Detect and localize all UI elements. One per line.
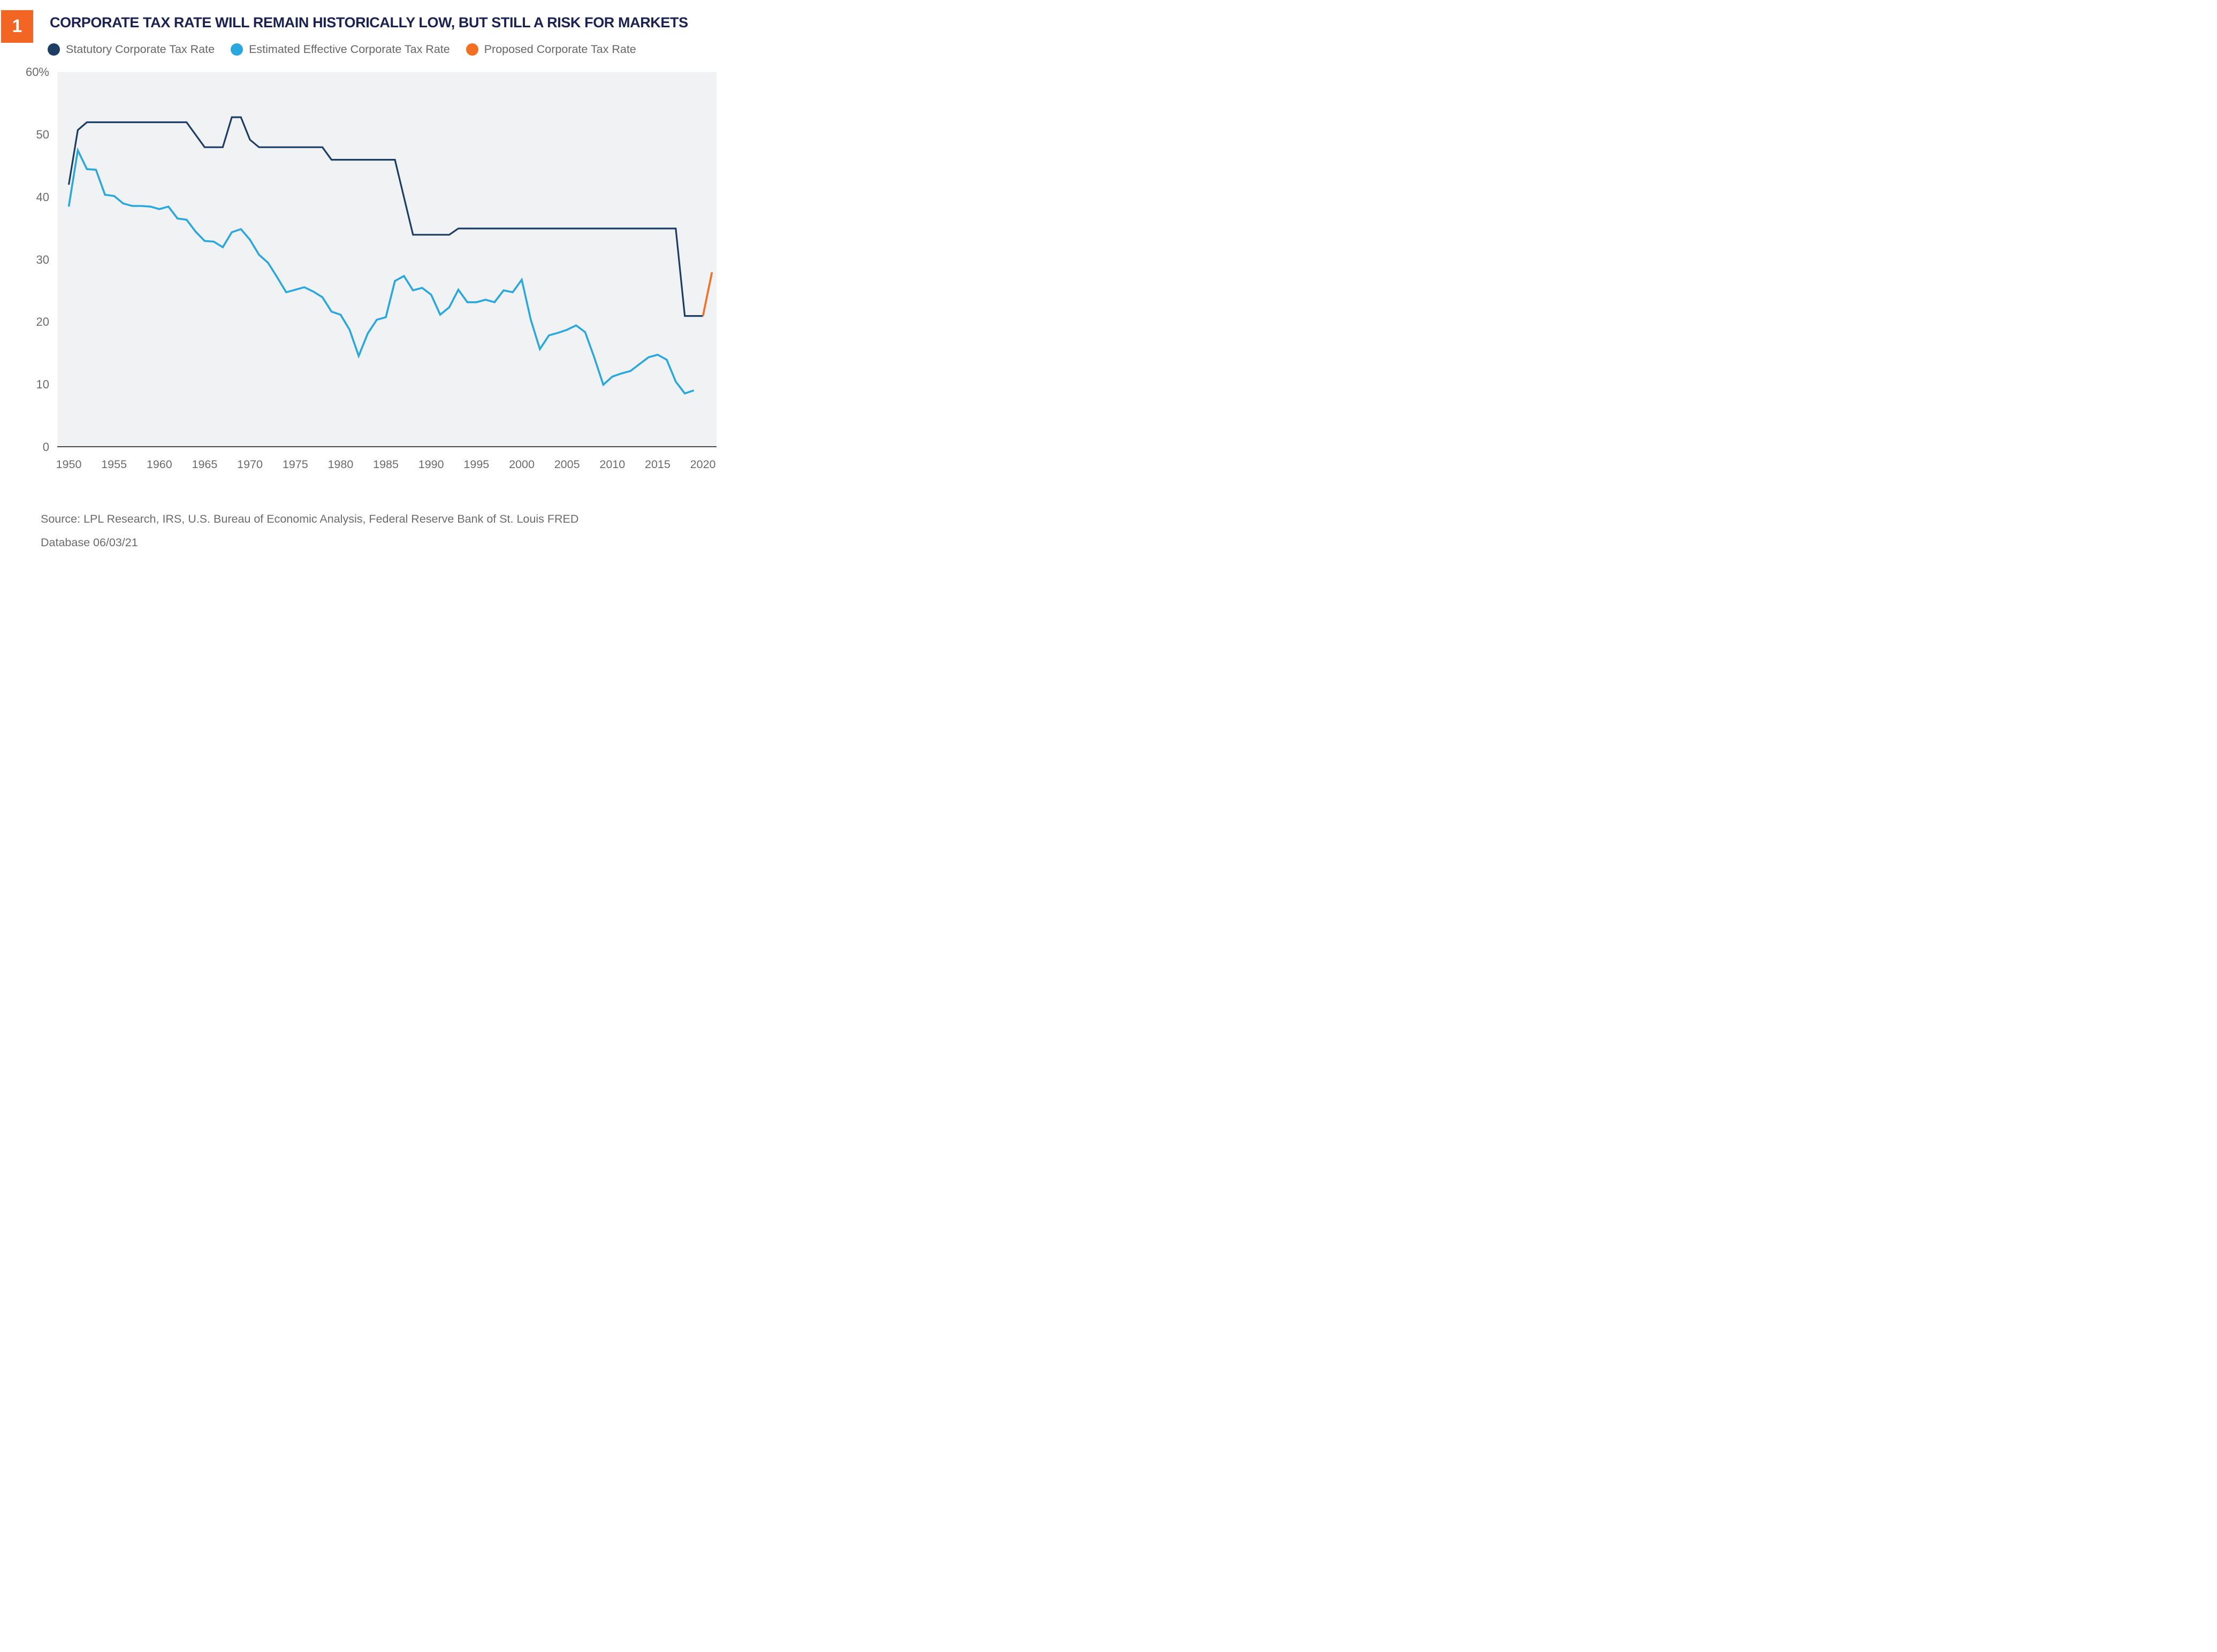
- x-tick-label-1965: 1965: [192, 458, 218, 471]
- legend-label: Proposed Corporate Tax Rate: [484, 42, 636, 56]
- x-tick-label-2010: 2010: [599, 458, 626, 471]
- y-tick-label-50: 50: [36, 127, 49, 141]
- legend-item-2: Estimated Effective Corporate Tax Rate: [231, 43, 450, 56]
- series-line-3: [702, 272, 713, 316]
- x-tick-label-2015: 2015: [645, 458, 671, 471]
- legend-dot-icon: [48, 43, 60, 56]
- legend-dot-icon: [466, 43, 478, 56]
- x-tick-label-1995: 1995: [463, 458, 490, 471]
- legend-dot-icon: [231, 43, 243, 56]
- chart-legend: Statutory Corporate Tax Rate Estimated Ef…: [48, 42, 636, 57]
- y-tick-label-0: 0: [42, 440, 49, 454]
- x-tick-label-1955: 1955: [101, 458, 127, 471]
- y-tick-label-30: 30: [36, 253, 49, 266]
- source-line-1: Source: LPL Research, IRS, U.S. Bureau o…: [41, 513, 579, 525]
- legend-item-1: Statutory Corporate Tax Rate: [48, 43, 215, 56]
- chart-title: CORPORATE TAX RATE WILL REMAIN HISTORICA…: [50, 14, 688, 30]
- chart-canvas: [67, 116, 713, 395]
- y-tick-label-10: 10: [36, 378, 49, 392]
- series-line-1: [67, 116, 703, 317]
- x-tick-label-1960: 1960: [146, 458, 172, 471]
- series-line-2: [67, 147, 695, 395]
- x-tick-label-1985: 1985: [373, 458, 399, 471]
- x-tick-label-1970: 1970: [237, 458, 263, 471]
- x-tick-label-1980: 1980: [327, 458, 354, 471]
- x-tick-label-2005: 2005: [554, 458, 580, 471]
- source-line-2: Database 06/03/21: [41, 536, 138, 549]
- plot-area: [57, 72, 717, 447]
- y-tick-label-40: 40: [36, 190, 49, 204]
- x-tick-label-1990: 1990: [418, 458, 444, 471]
- x-tick-label-2020: 2020: [690, 458, 716, 471]
- legend-label: Statutory Corporate Tax Rate: [66, 42, 215, 56]
- legend-item-3: Proposed Corporate Tax Rate: [466, 43, 636, 56]
- y-tick-label-20: 20: [36, 315, 49, 329]
- figure-number-badge: 1: [1, 10, 33, 43]
- x-tick-label-1950: 1950: [56, 458, 82, 471]
- legend-label: Estimated Effective Corporate Tax Rate: [249, 42, 450, 56]
- y-tick-label-60: 60%: [25, 65, 49, 79]
- x-tick-label-2000: 2000: [509, 458, 535, 471]
- corporate-tax-rate-figure: 1 CORPORATE TAX RATE WILL REMAIN HISTORI…: [0, 0, 771, 574]
- x-tick-label-1975: 1975: [282, 458, 308, 471]
- source-note: Source: LPL Research, IRS, U.S. Bureau o…: [41, 507, 715, 554]
